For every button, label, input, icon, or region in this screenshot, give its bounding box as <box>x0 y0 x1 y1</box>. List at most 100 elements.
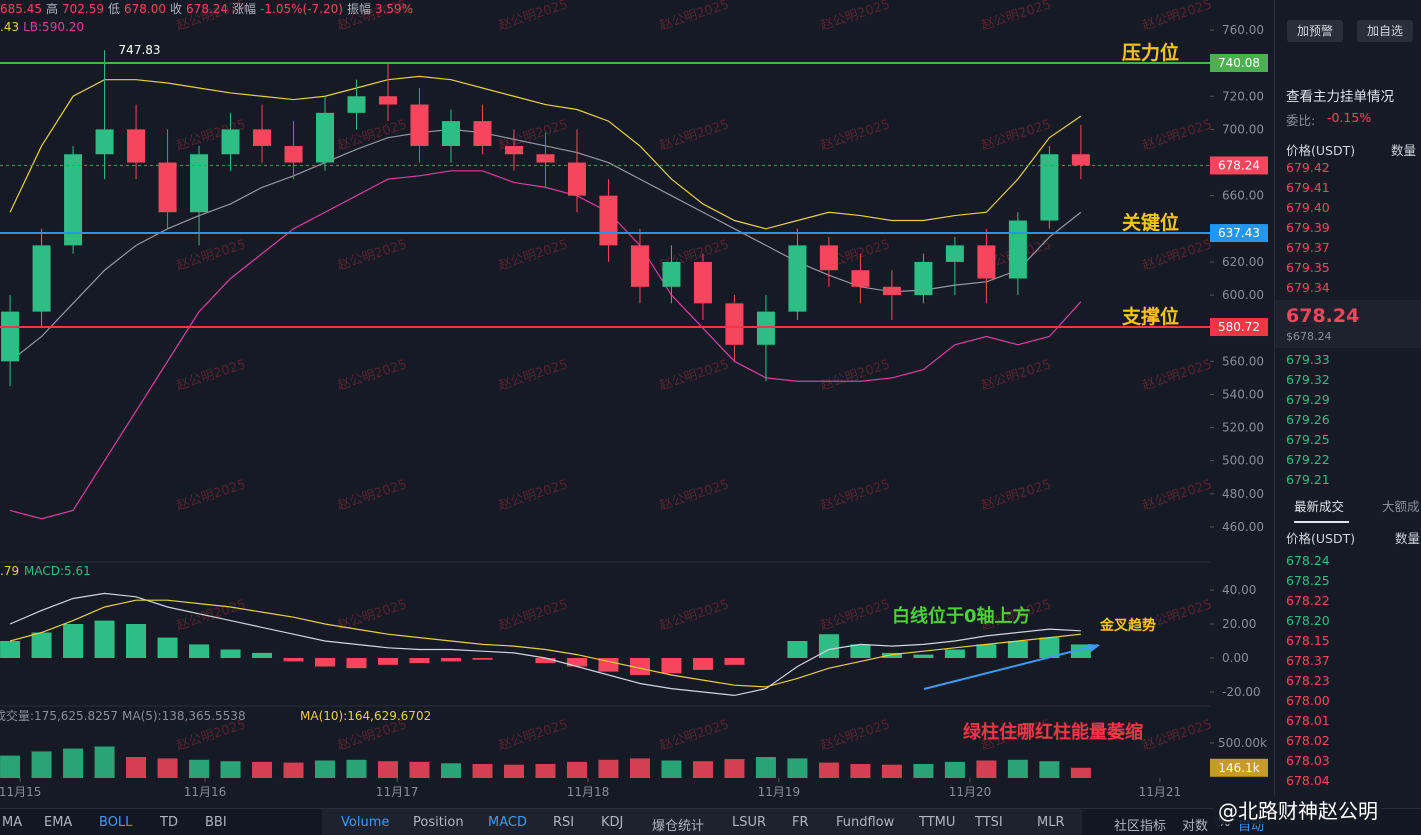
boll-upper <box>9 75 1082 230</box>
y-tick-label: 500.00 <box>1222 454 1264 468</box>
macd-bar <box>976 644 997 658</box>
toolbar-item[interactable]: EMA <box>44 815 73 830</box>
macd-bar <box>94 620 115 658</box>
bid-price: 679.21 <box>1286 472 1330 487</box>
volume-bar <box>692 761 713 778</box>
volume-bar <box>0 755 21 778</box>
volume-bar <box>252 761 273 778</box>
annotation: 绿柱住哪红柱能量萎缩 <box>963 721 1143 743</box>
volume-bar <box>1039 761 1060 778</box>
volume-bar <box>850 764 871 778</box>
header-item: 低 <box>108 2 121 16</box>
last-price-label: 678.24 <box>1218 158 1260 172</box>
volume-bar <box>315 760 336 778</box>
bid-price: 679.22 <box>1286 452 1330 467</box>
candle-body <box>95 129 114 155</box>
volume-bar <box>881 764 902 778</box>
bid-price: 679.25 <box>1286 432 1330 447</box>
header-item: 振幅 <box>346 2 371 16</box>
macd-bar <box>472 658 493 660</box>
vol-last-label: 146.1k <box>1218 761 1259 775</box>
y-tick-label: 760.00 <box>1222 23 1264 37</box>
macd-tick-label: 0.00 <box>1222 651 1249 665</box>
y-tick-label: 700.00 <box>1222 122 1264 136</box>
volume-bar <box>157 758 178 778</box>
ohlc-header: 685.45 高 702.59 低 678.00 收 678.24 涨幅 -1.05%(-7.2… <box>0 0 417 34</box>
candle-body <box>64 154 83 246</box>
col-price: 价格(USDT) <box>1286 531 1356 546</box>
toolbar-item[interactable]: BBI <box>205 815 227 830</box>
candle-body <box>851 270 870 287</box>
volume-bar <box>94 746 115 778</box>
volume-bar <box>944 761 965 778</box>
toolbar-item[interactable]: MLR <box>1037 815 1065 830</box>
trade-price: 678.25 <box>1286 573 1330 588</box>
level-name: 压力位 <box>1122 41 1179 64</box>
candle-body <box>536 154 555 163</box>
candle-body <box>1040 154 1059 221</box>
y-tick-label: 480.00 <box>1222 487 1264 501</box>
volume-bar <box>126 757 147 778</box>
macd-tick-label: -20.00 <box>1222 685 1261 699</box>
macd-bar <box>1007 641 1028 658</box>
toolbar-item[interactable]: Position <box>413 815 464 830</box>
ratio-label: 委比: <box>1286 113 1316 128</box>
toolbar-item[interactable]: TD <box>160 815 178 830</box>
panel-tab[interactable]: 大额成 <box>1382 499 1420 514</box>
macd-bar <box>440 658 461 662</box>
trade-price: 678.00 <box>1286 693 1330 708</box>
candle-body <box>284 145 303 163</box>
macd-bar <box>283 658 304 662</box>
candle-body <box>1008 220 1027 279</box>
candle-body <box>1 311 20 362</box>
volume-header: MA(5):138,365.5538 <box>122 709 246 723</box>
volume-bar <box>283 762 304 778</box>
y-tick-label: 520.00 <box>1222 421 1264 435</box>
candle-body <box>441 121 460 146</box>
volume-bar <box>189 759 210 778</box>
macd-bar <box>189 644 210 658</box>
y-tick-label: 660.00 <box>1222 189 1264 203</box>
toolbar-item[interactable]: TTSI <box>975 815 1003 830</box>
candle-body <box>945 245 964 262</box>
volume-bar <box>913 764 934 778</box>
bid-price: 679.32 <box>1286 372 1330 387</box>
toolbar-item[interactable]: TTMU <box>919 815 956 830</box>
order-book-link[interactable]: 查看主力挂单情况 <box>1286 89 1394 105</box>
volume-bar <box>818 762 839 778</box>
trade-price: 678.01 <box>1286 713 1330 728</box>
macd-dif <box>9 592 1081 697</box>
arrow <box>923 644 1099 690</box>
toolbar-item[interactable]: 爆仓统计 <box>652 819 705 834</box>
toolbar-item[interactable]: BOLL <box>99 815 133 830</box>
toolbar-item[interactable]: MACD <box>488 815 527 830</box>
macd-dea <box>9 599 1081 688</box>
ask-price: 679.34 <box>1286 280 1330 295</box>
toolbar-item[interactable]: 对数 <box>1182 819 1209 834</box>
macd-tick-label: 20.00 <box>1222 617 1256 631</box>
candle-body <box>32 245 51 312</box>
level-box <box>1210 54 1268 73</box>
chart: 赵公明2025 赵公明2025 赵公明2025 赵公明2025 赵公明2025 赵公明20… <box>0 0 1268 799</box>
panel-tab[interactable]: 最新成交 <box>1294 499 1345 514</box>
candle-body <box>788 245 807 312</box>
y-tick-label: 560.00 <box>1222 354 1264 368</box>
toolbar-item[interactable]: Fundflow <box>836 815 895 830</box>
level-value: 580.72 <box>1218 320 1260 334</box>
toolbar-item[interactable]: 社区指标 <box>1114 819 1167 834</box>
macd-bar <box>598 658 619 672</box>
toolbar-item[interactable]: LSUR <box>732 815 767 830</box>
panel-button[interactable]: 加自选 <box>1357 20 1413 42</box>
annotation: 白线位于0轴上方 <box>892 605 1031 627</box>
toolbar-item[interactable]: KDJ <box>601 815 624 830</box>
trade-price: 678.03 <box>1286 753 1330 768</box>
toolbar-item[interactable]: Volume <box>341 815 390 830</box>
toolbar-item[interactable]: RSI <box>553 815 575 830</box>
header-item: 收 <box>170 2 183 16</box>
macd-bar <box>126 624 147 658</box>
boll-header: .43 LB:590.20 <box>0 20 417 34</box>
toolbar-item[interactable]: MA <box>2 815 23 830</box>
toolbar-item[interactable]: FR <box>792 815 809 830</box>
macd-bar <box>944 649 965 658</box>
panel-button[interactable]: 加预警 <box>1287 20 1343 42</box>
